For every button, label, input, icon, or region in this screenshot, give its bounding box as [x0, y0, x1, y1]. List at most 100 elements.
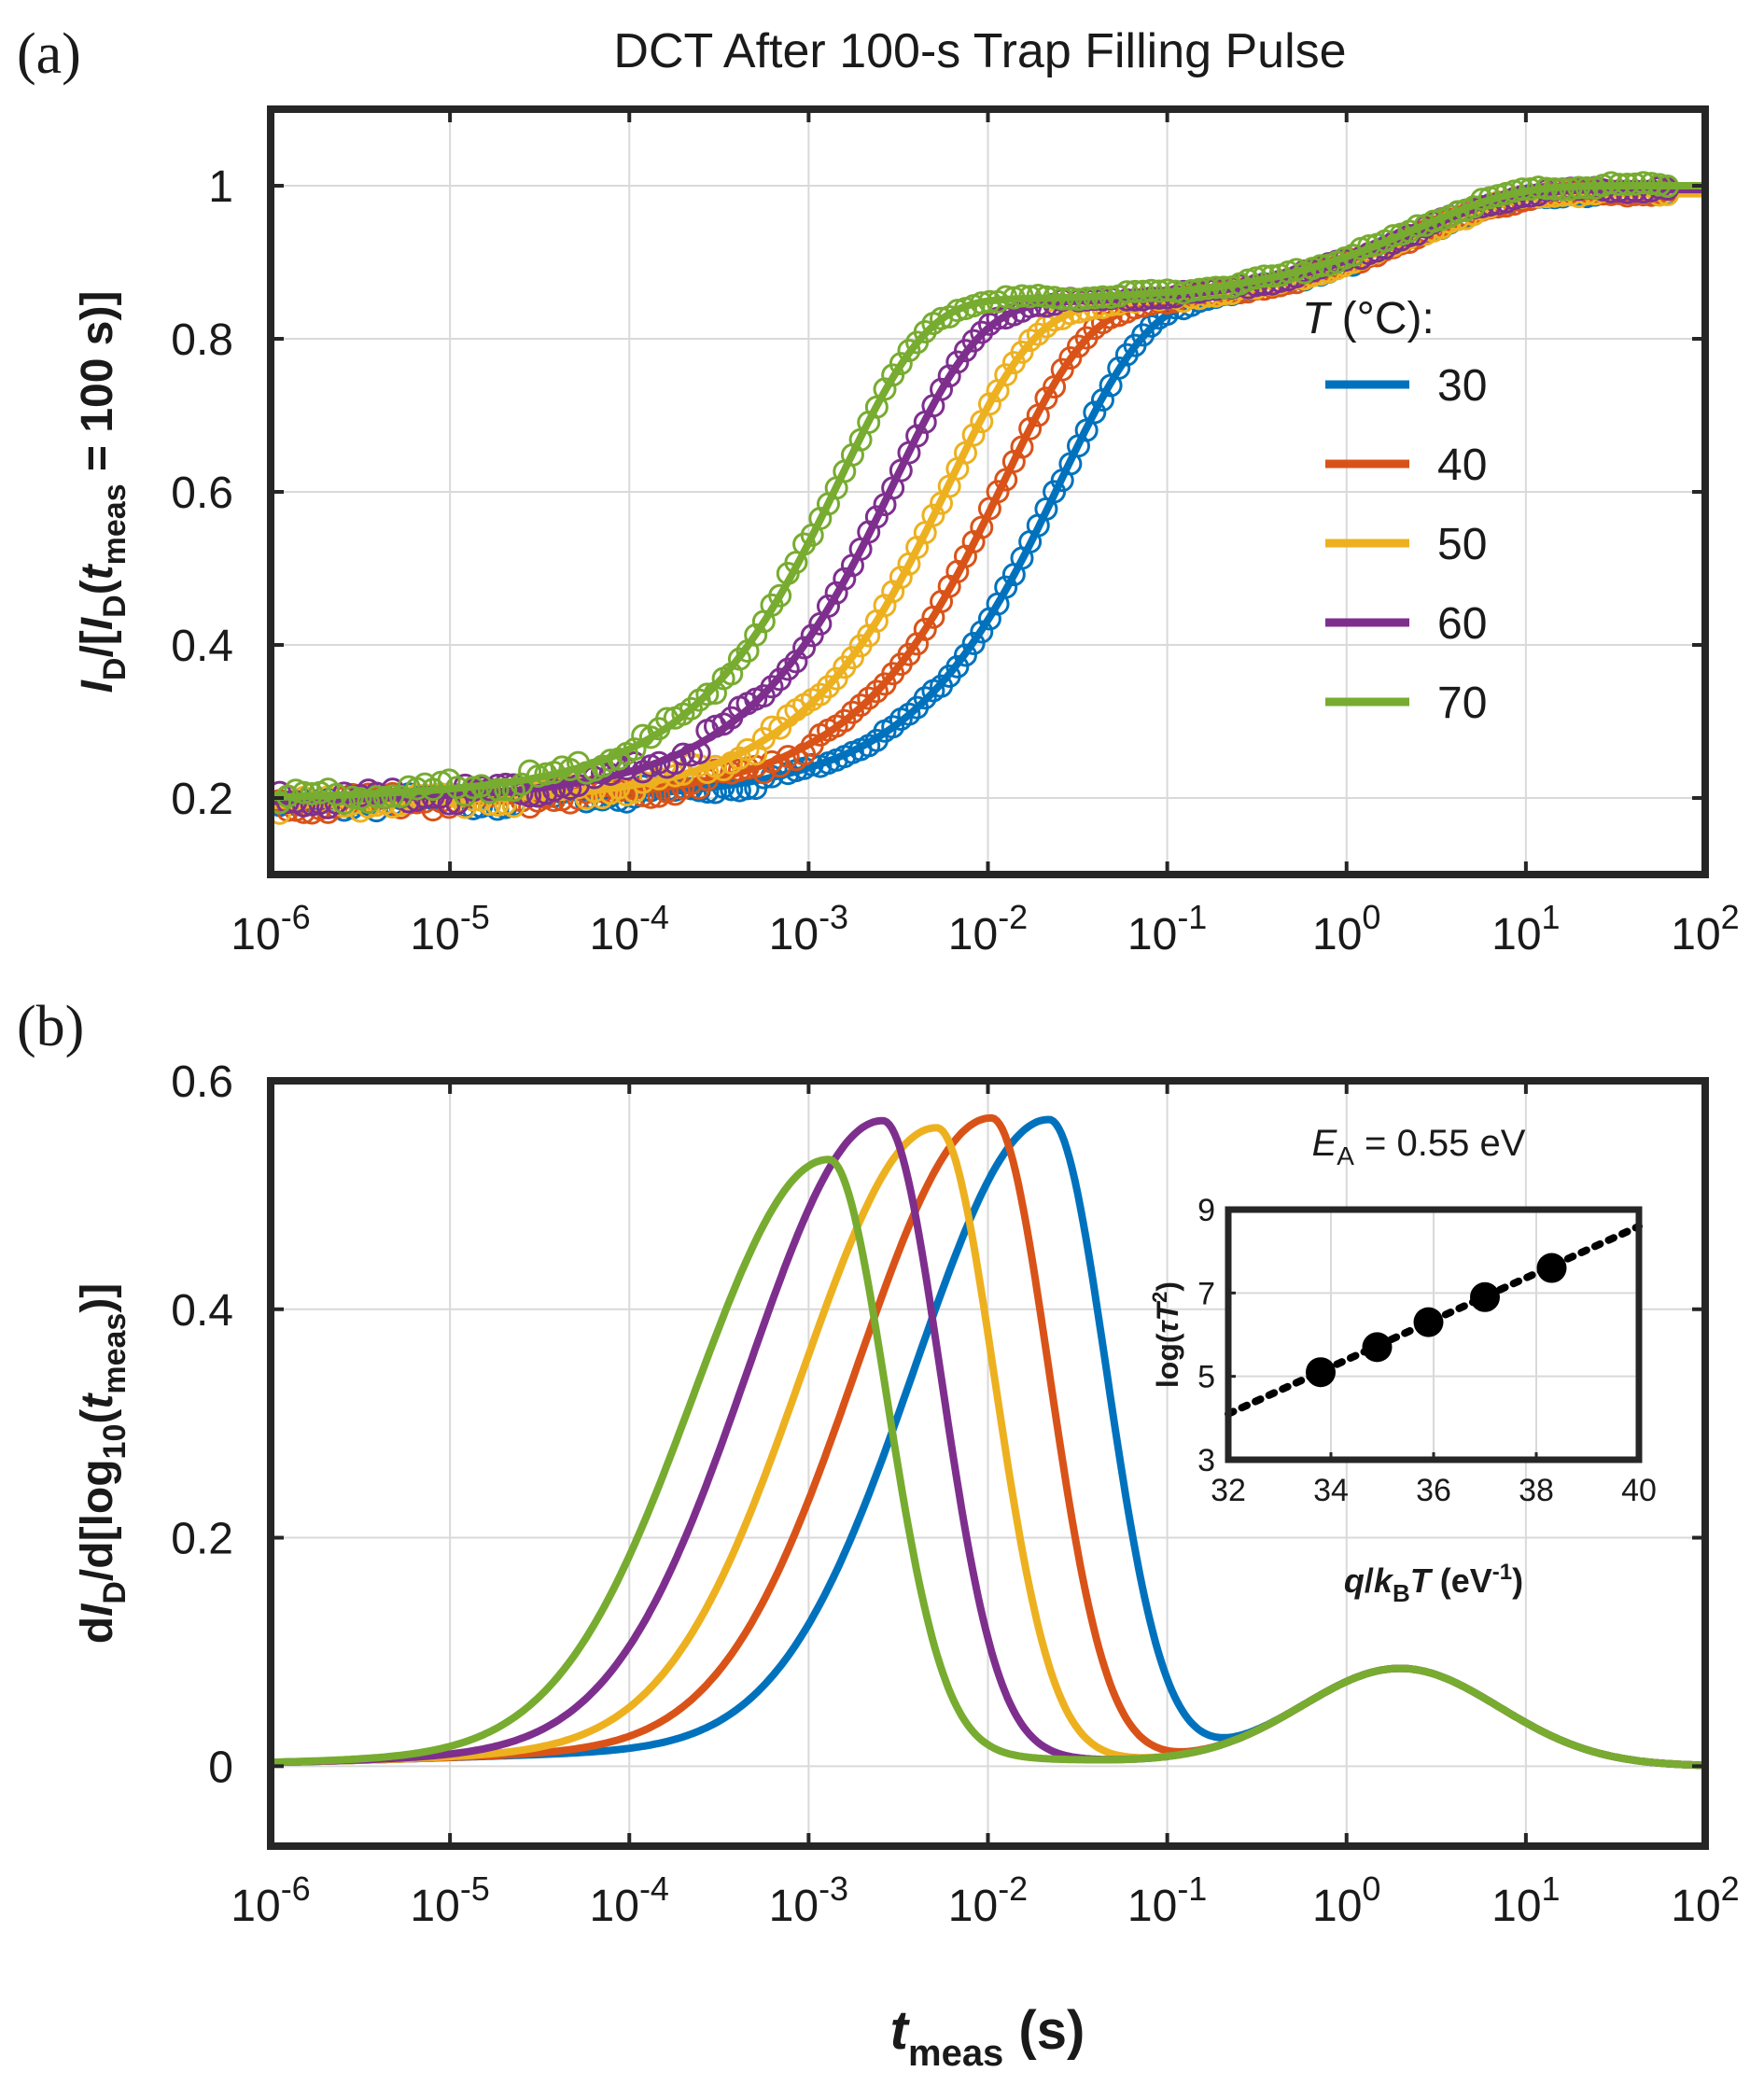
- inset-y-tick-label: 5: [1197, 1360, 1215, 1395]
- inset-y-tick-label: 7: [1197, 1276, 1215, 1311]
- inset-point: [1536, 1253, 1567, 1283]
- data-point: [817, 594, 841, 618]
- legend-title: T (°C):: [1302, 294, 1435, 343]
- panel-b-x-ticks: 10-6 10-5 10-4 10-3 10-2 10-1 100 101 102: [231, 1081, 1740, 1931]
- inset-point: [1306, 1357, 1336, 1388]
- data-point: [679, 696, 704, 721]
- data-point: [744, 623, 768, 647]
- inset-point: [1362, 1332, 1393, 1363]
- inset-chart: EA = 0.55 eV 32 34 36 38 40 3 5 7 9 log(τT2) q/k…: [1148, 1123, 1657, 1607]
- x-tick-label: 10-4: [590, 898, 669, 959]
- inset-x-tick-label: 40: [1621, 1473, 1657, 1508]
- data-point: [961, 423, 986, 447]
- data-point: [1083, 400, 1107, 425]
- y-tick-label: 0.6: [171, 1057, 233, 1107]
- data-point: [1067, 334, 1091, 358]
- x-tick-label: 10-2: [948, 898, 1028, 959]
- data-point: [970, 320, 994, 344]
- inset-x-tick-label: 34: [1313, 1473, 1349, 1508]
- inset-ticks: 32 34 36 38 40 3 5 7 9: [1197, 1193, 1657, 1508]
- panel-b-x-label: tmeas (s): [890, 2000, 1085, 2074]
- legend-label-50: 50: [1437, 520, 1487, 569]
- data-point: [970, 515, 994, 539]
- legend-label-30: 30: [1437, 361, 1487, 411]
- data-point: [961, 631, 986, 655]
- data-point: [1010, 340, 1034, 364]
- x-tick-label: 10-3: [769, 898, 848, 959]
- data-point: [768, 583, 792, 608]
- panel-a-y-ticks: 0.2 0.4 0.6 0.8 1: [171, 162, 1705, 824]
- data-point: [817, 675, 841, 699]
- x-tick-label: 100: [1312, 1869, 1380, 1931]
- inset-y-tick-label: 9: [1197, 1193, 1215, 1228]
- data-point: [889, 566, 913, 590]
- data-point: [913, 617, 937, 641]
- x-tick-label: 10-5: [410, 898, 489, 959]
- data-point: [994, 363, 1018, 387]
- data-point: [921, 503, 945, 527]
- y-tick-label: 1: [208, 162, 233, 212]
- data-point: [961, 329, 986, 353]
- data-point: [994, 575, 1018, 599]
- y-tick-label: 0.4: [171, 1286, 233, 1336]
- data-point: [945, 654, 970, 679]
- x-tick-label: 10-6: [231, 1869, 310, 1931]
- y-tick-label: 0.4: [171, 622, 233, 671]
- data-point: [485, 777, 510, 802]
- legend-label-70: 70: [1437, 679, 1487, 728]
- x-tick-label: 100: [1312, 898, 1380, 959]
- data-point: [1421, 209, 1446, 233]
- data-point: [776, 657, 800, 681]
- legend-label-40: 40: [1437, 441, 1487, 490]
- figure-title: DCT After 100-s Trap Filling Pulse: [613, 24, 1346, 78]
- data-point: [977, 392, 1001, 416]
- data-point: [840, 700, 864, 724]
- data-point: [1026, 322, 1050, 346]
- legend-label-60: 60: [1437, 599, 1487, 649]
- data-point: [1050, 357, 1074, 382]
- panel-label-a: (a): [17, 22, 81, 86]
- data-point: [1058, 346, 1083, 371]
- y-tick-label: 0.6: [171, 469, 233, 518]
- inset-point: [1470, 1281, 1500, 1312]
- inset-title: EA = 0.55 eV: [1312, 1123, 1526, 1170]
- data-point: [864, 679, 889, 704]
- panel-b-y-ticks: 0 0.2 0.4 0.6: [171, 1057, 1705, 1792]
- data-point: [897, 339, 921, 363]
- panel-label-b: (b): [17, 995, 84, 1058]
- data-point: [937, 364, 961, 388]
- y-tick-label: 0: [208, 1743, 233, 1792]
- inset-point: [1413, 1307, 1444, 1337]
- data-point: [881, 715, 905, 739]
- inset-y-label: log(τT2): [1148, 1281, 1184, 1388]
- data-point: [792, 636, 817, 660]
- data-point: [970, 620, 994, 644]
- y-tick-label: 0.8: [171, 315, 233, 365]
- x-tick-label: 10-5: [410, 1869, 489, 1931]
- inset-x-label: q/kBT (eV-1): [1344, 1560, 1523, 1607]
- data-point: [1043, 308, 1067, 332]
- panel-a-series: [268, 171, 1705, 825]
- data-point: [638, 725, 663, 749]
- y-tick-label: 0.2: [171, 775, 233, 824]
- data-point: [1139, 314, 1163, 338]
- data-point: [857, 686, 881, 710]
- inset-data: [1225, 1222, 1643, 1418]
- y-tick-label: 0.2: [171, 1515, 233, 1564]
- inset-x-tick-label: 36: [1416, 1473, 1451, 1508]
- data-point: [889, 352, 913, 376]
- data-point: [695, 682, 720, 707]
- data-point: [768, 716, 792, 740]
- data-point: [873, 594, 897, 618]
- x-tick-label: 10-6: [231, 898, 310, 959]
- data-point: [840, 646, 864, 670]
- data-point: [727, 647, 751, 671]
- data-point: [897, 702, 921, 726]
- data-point: [953, 643, 977, 667]
- series-line-70C: [270, 182, 1705, 802]
- panel-b: 00.20.40.6 10-6 10-5 10-4 10-3 10-2 10-1 100 10…: [73, 1057, 1740, 2074]
- data-point: [372, 786, 397, 810]
- data-point: [864, 505, 889, 529]
- inset-y-tick-label: 3: [1197, 1443, 1215, 1478]
